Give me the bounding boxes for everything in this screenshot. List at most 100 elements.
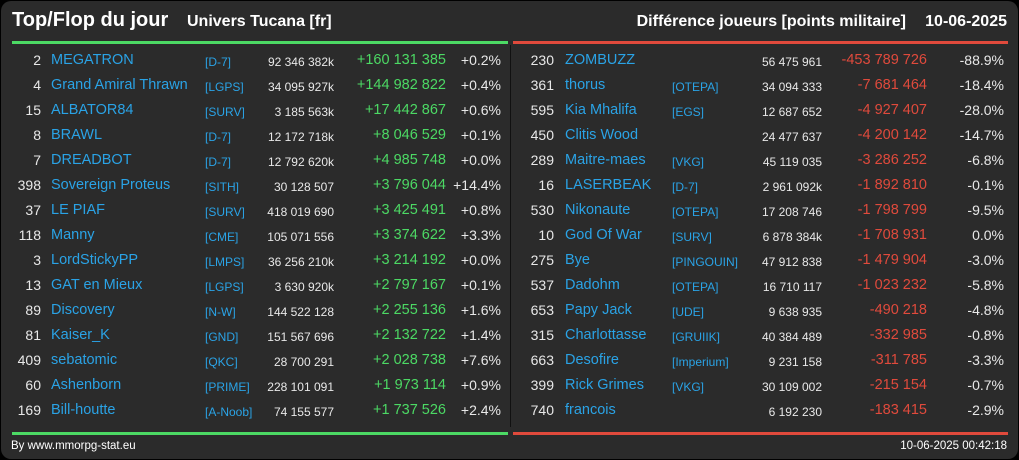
alliance-tag-link[interactable]: [UDE] — [672, 305, 705, 319]
header-date: 10-06-2025 — [925, 13, 1007, 30]
alliance-tag-link[interactable]: [LGPS] — [205, 280, 244, 294]
alliance-tag-link[interactable]: [D-7] — [205, 130, 232, 144]
player-rank: 740 — [530, 402, 554, 418]
player-name-link[interactable]: ALBATOR84 — [51, 102, 134, 118]
player-rank: 89 — [25, 302, 41, 318]
table-row: 399 Rick Grimes [VKG] 30 109 002 -215 154 -0.… — [511, 373, 1018, 398]
alliance-tag-link[interactable]: [LGPS] — [205, 80, 244, 94]
alliance-tag-link[interactable]: [LMPS] — [205, 255, 245, 269]
player-name-link[interactable]: ZOMBUZZ — [565, 52, 636, 68]
table-row: 663 Desofire [Imperium] 9 231 158 -311 785 -3… — [511, 348, 1018, 373]
column-separator — [510, 45, 511, 427]
player-name-link[interactable]: Manny — [51, 227, 95, 243]
player-name-link[interactable]: Dadohm — [565, 277, 620, 293]
alliance-tag-link[interactable]: [VKG] — [672, 380, 705, 394]
player-name-link[interactable]: Grand Amiral Thrawn — [51, 77, 188, 93]
alliance-tag-link[interactable]: [Imperium] — [672, 355, 729, 369]
percent-change: +0.6% — [460, 102, 501, 118]
military-points: 36 256 210k — [267, 255, 334, 269]
military-points: 30 109 002 — [761, 380, 822, 394]
player-rank: 315 — [530, 327, 554, 343]
player-name-link[interactable]: sebatomic — [51, 352, 118, 368]
points-difference: -490 218 — [869, 302, 927, 318]
player-name-link[interactable]: francois — [565, 402, 616, 418]
alliance-tag-link[interactable]: [EGS] — [672, 105, 705, 119]
player-name-link[interactable]: Charlottasse — [565, 327, 647, 343]
military-points: 105 071 556 — [267, 230, 334, 244]
player-name-link[interactable]: LASERBEAK — [565, 177, 652, 193]
player-name-link[interactable]: MEGATRON — [51, 52, 134, 68]
alliance-tag-link[interactable]: [SURV] — [672, 230, 712, 244]
player-name-link[interactable]: Clitis Wood — [565, 127, 639, 143]
table-row: 275 Bye [PINGOUIN] 47 912 838 -1 479 904 -3.0… — [511, 248, 1018, 273]
alliance-tag-link[interactable]: [D-7] — [205, 155, 232, 169]
player-name-link[interactable]: Kaiser_K — [51, 327, 110, 343]
alliance-tag-link[interactable]: [SURV] — [205, 205, 245, 219]
table-row: 230 ZOMBUZZ 56 475 961 -453 789 726 -88.9% — [511, 48, 1018, 73]
player-name-link[interactable]: Kia Mhalifa — [565, 102, 637, 118]
points-difference: +2 132 722 — [373, 327, 446, 343]
alliance-tag-link[interactable]: [CME] — [205, 230, 239, 244]
top-divider-line — [12, 41, 508, 44]
player-name-link[interactable]: GAT en Mieux — [51, 277, 143, 293]
alliance-tag-link[interactable]: [VKG] — [672, 155, 705, 169]
player-name-link[interactable]: Desofire — [565, 352, 619, 368]
player-rank: 16 — [538, 177, 554, 193]
player-rank: 118 — [18, 227, 41, 243]
alliance-tag-link[interactable]: [GND] — [205, 330, 239, 344]
percent-change: +0.1% — [460, 277, 501, 293]
player-name-link[interactable]: Sovereign Proteus — [51, 177, 171, 193]
alliance-tag-link[interactable]: [OTEPA] — [672, 80, 719, 94]
player-rank: 8 — [33, 127, 41, 143]
player-name-link[interactable]: DREADBOT — [51, 152, 132, 168]
player-name-link[interactable]: Papy Jack — [565, 302, 632, 318]
alliance-tag-link[interactable]: [SURV] — [205, 105, 245, 119]
player-rank: 3 — [33, 252, 41, 268]
alliance-tag-link[interactable]: [GRUIIK] — [672, 330, 721, 344]
military-points: 6 192 230 — [768, 405, 822, 419]
player-rank: 169 — [17, 402, 41, 418]
points-difference: -3 286 252 — [857, 152, 927, 168]
player-name-link[interactable]: Discovery — [51, 302, 115, 318]
points-difference: -4 200 142 — [857, 127, 927, 143]
points-difference: +144 982 822 — [356, 77, 446, 93]
military-points: 34 094 333 — [761, 80, 822, 94]
table-row: 450 Clitis Wood 24 477 637 -4 200 142 -14.7% — [511, 123, 1018, 148]
military-points: 9 231 158 — [768, 355, 822, 369]
footer-credit[interactable]: By www.mmorpg-stat.eu — [11, 440, 136, 452]
player-name-link[interactable]: LE PIAF — [51, 202, 105, 218]
alliance-tag-link[interactable]: [PRIME] — [205, 380, 250, 394]
player-name-link[interactable]: Rick Grimes — [565, 377, 644, 393]
table-row: 89 Discovery [N-W] 144 522 128 +2 255 136 +1.… — [1, 298, 511, 323]
player-rank: 10 — [538, 227, 554, 243]
points-difference: +3 214 192 — [373, 252, 446, 268]
points-difference: +2 797 167 — [373, 277, 446, 293]
alliance-tag-link[interactable]: [SITH] — [205, 180, 240, 194]
alliance-tag-link[interactable]: [QKC] — [205, 355, 238, 369]
percent-change: -5.8% — [967, 277, 1004, 293]
percent-change: -0.7% — [967, 377, 1004, 393]
player-rank: 450 — [530, 127, 554, 143]
player-name-link[interactable]: thorus — [565, 77, 606, 93]
points-difference: +1 737 526 — [373, 402, 446, 418]
alliance-tag-link[interactable]: [A-Noob] — [205, 405, 253, 419]
player-name-link[interactable]: Nikonaute — [565, 202, 631, 218]
player-name-link[interactable]: BRAWL — [51, 127, 103, 143]
alliance-tag-link[interactable]: [N-W] — [205, 305, 236, 319]
player-name-link[interactable]: LordStickyPP — [51, 252, 139, 268]
alliance-tag-link[interactable]: [OTEPA] — [672, 205, 719, 219]
player-name-link[interactable]: Bill-houtte — [51, 402, 116, 418]
alliance-tag-link[interactable]: [OTEPA] — [672, 280, 719, 294]
player-name-link[interactable]: Ashenborn — [51, 377, 122, 393]
alliance-tag-link[interactable]: [PINGOUIN] — [672, 255, 739, 269]
table-row: 530 Nikonaute [OTEPA] 17 208 746 -1 798 799 -… — [511, 198, 1018, 223]
player-name-link[interactable]: Bye — [565, 252, 590, 268]
player-name-link[interactable]: Maitre-maes — [565, 152, 646, 168]
table-row: 361 thorus [OTEPA] 34 094 333 -7 681 464 -18.… — [511, 73, 1018, 98]
player-name-link[interactable]: God Of War — [565, 227, 642, 243]
alliance-tag-link[interactable]: [D-7] — [672, 180, 699, 194]
alliance-tag-link[interactable]: [D-7] — [205, 55, 232, 69]
table-row: 118 Manny [CME] 105 071 556 +3 374 622 +3.3% — [1, 223, 511, 248]
player-rank: 653 — [530, 302, 554, 318]
